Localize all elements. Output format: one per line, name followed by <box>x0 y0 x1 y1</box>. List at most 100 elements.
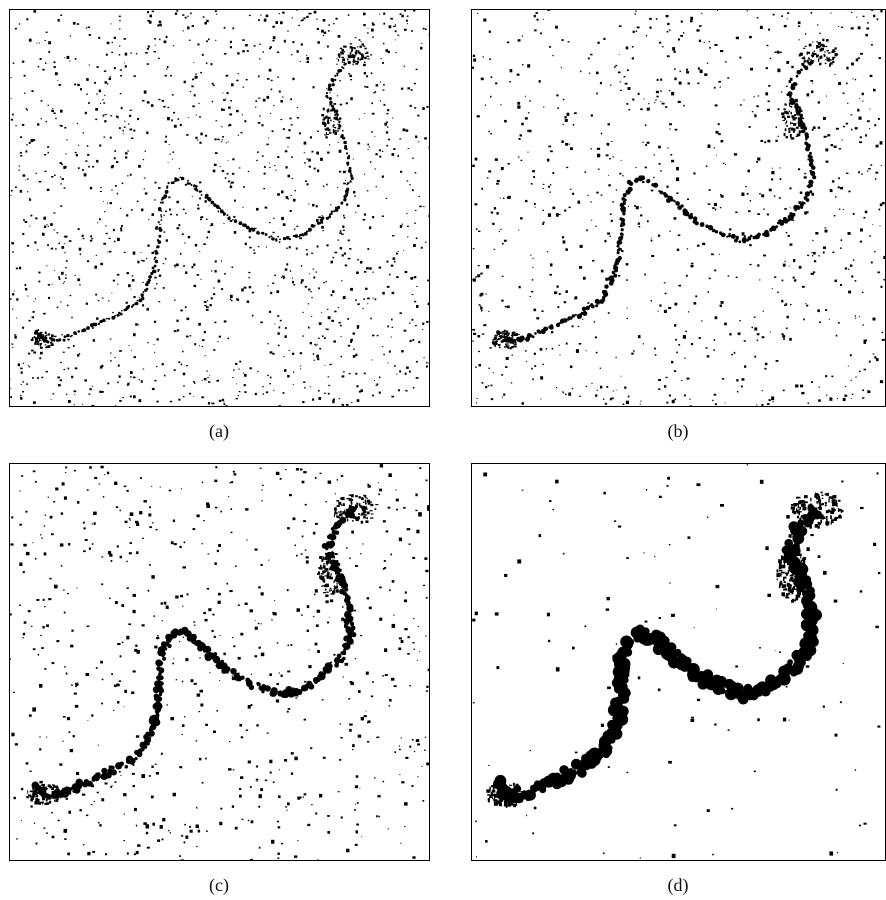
speckle <box>130 110 132 111</box>
speckle <box>365 288 368 290</box>
speckle <box>273 218 274 219</box>
speckle <box>304 387 305 388</box>
speckle <box>306 57 309 60</box>
speckle <box>182 233 184 235</box>
speckle <box>400 312 402 314</box>
speckle <box>110 353 112 354</box>
speckle <box>396 52 398 53</box>
speckle <box>152 11 154 12</box>
speckle <box>286 166 288 168</box>
speckle <box>10 613 12 615</box>
speckle <box>214 164 217 166</box>
speckle <box>139 399 142 402</box>
speckle <box>651 190 654 192</box>
speckle <box>64 57 65 58</box>
speckle <box>139 297 140 298</box>
speckle <box>103 115 105 117</box>
speckle <box>480 273 482 275</box>
speckle <box>41 100 43 102</box>
speckle <box>115 357 116 358</box>
speckle <box>98 822 100 823</box>
speckle <box>838 322 840 324</box>
speckle <box>18 170 20 171</box>
speckle <box>353 191 355 194</box>
speckle <box>779 167 780 168</box>
speckle <box>534 353 536 355</box>
speckle <box>335 252 338 254</box>
speckle <box>845 394 847 395</box>
feature-blob <box>835 51 836 52</box>
feature-blob <box>801 54 803 56</box>
speckle <box>619 25 622 27</box>
feature-blob <box>572 314 575 317</box>
speckle <box>417 115 419 117</box>
feature-blob <box>52 791 54 794</box>
speckle <box>118 365 120 367</box>
speckle <box>58 243 60 245</box>
speckle <box>134 356 136 358</box>
speckle <box>92 851 95 853</box>
speckle <box>189 393 191 395</box>
speckle <box>502 397 503 398</box>
feature-blob <box>363 46 365 47</box>
feature-blob <box>805 66 809 70</box>
feature-blob <box>351 501 353 504</box>
speckle <box>222 109 225 111</box>
speckle <box>105 114 107 115</box>
speckle <box>15 125 16 126</box>
speckle <box>414 649 416 650</box>
speckle <box>578 201 581 204</box>
speckle <box>95 119 97 121</box>
speckle <box>608 175 609 176</box>
speckle <box>70 749 73 752</box>
feature-blob <box>137 300 139 302</box>
speckle <box>812 255 813 256</box>
feature-blob <box>320 565 322 567</box>
speckle <box>414 223 416 224</box>
speckle <box>757 158 760 161</box>
speckle <box>329 92 330 93</box>
speckle <box>492 223 495 225</box>
speckle <box>646 35 647 36</box>
feature-blob <box>232 219 234 221</box>
speckle <box>660 90 662 92</box>
speckle <box>97 222 98 223</box>
feature-blob <box>193 184 196 187</box>
feature-blob <box>653 183 658 188</box>
speckle <box>96 94 98 95</box>
speckle <box>43 313 46 315</box>
speckle <box>564 301 567 303</box>
speckle <box>215 507 218 509</box>
speckle <box>549 500 552 502</box>
speckle <box>421 43 422 44</box>
speckle <box>391 678 395 681</box>
speckle <box>379 267 382 269</box>
feature-blob <box>46 799 48 802</box>
feature-blob <box>361 56 364 58</box>
speckle <box>570 147 573 150</box>
speckle <box>94 801 95 802</box>
speckle <box>205 355 206 356</box>
speckle <box>64 252 66 253</box>
speckle <box>350 79 352 80</box>
speckle <box>316 219 319 222</box>
speckle <box>507 306 510 309</box>
speckle <box>262 489 263 490</box>
speckle <box>872 224 873 225</box>
speckle <box>699 337 701 339</box>
speckle <box>78 228 80 230</box>
speckle <box>342 375 345 377</box>
feature-blob <box>330 132 331 134</box>
speckle <box>597 154 600 158</box>
speckle <box>23 219 25 221</box>
speckle <box>131 138 133 140</box>
speckle <box>279 91 281 93</box>
speckle <box>36 173 37 174</box>
speckle <box>257 781 258 782</box>
feature-blob <box>802 201 805 204</box>
speckle <box>787 12 789 14</box>
feature-blob <box>187 180 189 182</box>
speckle <box>33 401 36 404</box>
speckle <box>75 705 79 708</box>
speckle <box>254 45 256 47</box>
